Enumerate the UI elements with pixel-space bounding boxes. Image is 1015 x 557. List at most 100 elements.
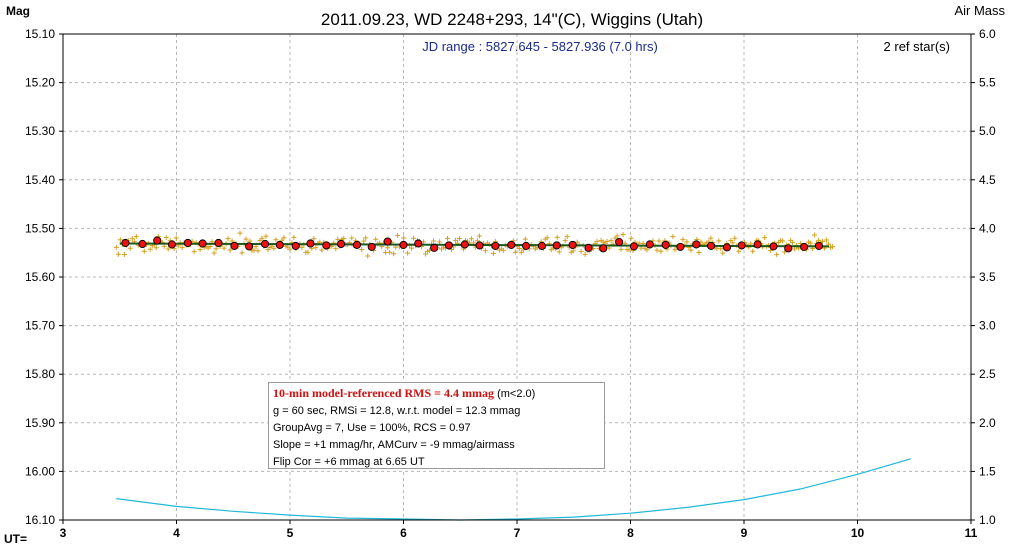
measurement-point	[626, 247, 632, 253]
measurement-point	[820, 238, 826, 244]
measurement-point	[211, 250, 217, 256]
measurement-point	[271, 245, 277, 251]
y2-tick-label: 4.0	[979, 221, 996, 235]
measurement-point	[153, 245, 159, 251]
ref-stars-annotation: 2 ref star(s)	[884, 39, 950, 54]
measurement-point	[281, 235, 287, 241]
chart-title: 2011.09.23, WD 2248+293, 14"(C), Wiggins…	[321, 10, 703, 29]
measurement-point	[500, 247, 506, 253]
group-average-point	[337, 239, 346, 249]
measurement-point	[363, 235, 369, 241]
measurement-point	[574, 239, 580, 245]
measurement-point	[319, 247, 325, 253]
measurement-point	[782, 249, 788, 255]
measurement-point	[790, 240, 796, 246]
measurement-point	[656, 238, 662, 244]
measurement-point	[808, 240, 814, 246]
group-average-point	[737, 241, 746, 250]
measurement-point	[147, 246, 153, 252]
measurement-point	[395, 232, 401, 238]
measurement-point	[365, 253, 371, 259]
stats-line-slope: Slope = +1 mmag/hr, AMCurv = -9 mmag/air…	[273, 439, 515, 451]
measurement-point	[750, 248, 756, 254]
measurement-point	[516, 246, 522, 252]
y2-tick-label: 2.0	[979, 416, 996, 430]
measurement-point	[578, 248, 584, 254]
y2-tick-label: 3.0	[979, 319, 996, 333]
measurement-point	[411, 235, 417, 241]
measurement-point	[237, 230, 243, 236]
group-average-point	[615, 237, 624, 247]
measurement-point	[113, 244, 119, 250]
y2-tick-label: 1.0	[979, 513, 996, 527]
measurement-point	[644, 247, 650, 253]
rms-highlight: 10-min model-referenced RMS = 4.4 mmag	[273, 386, 495, 400]
group-average-point	[167, 240, 177, 249]
measurement-point	[570, 248, 576, 254]
measurement-point	[373, 236, 379, 242]
group-average-point	[753, 240, 762, 249]
measurement-point	[620, 231, 626, 237]
group-average-point	[245, 242, 254, 251]
stats-line-groupavg: GroupAvg = 7, Use = 100%, RCS = 0.97	[273, 422, 471, 434]
measurement-point	[197, 247, 203, 253]
x-tick-label: 11	[965, 526, 978, 540]
group-average-point	[260, 239, 270, 249]
measurement-point	[594, 238, 600, 244]
measurement-point	[273, 237, 279, 243]
measurement-point	[349, 235, 355, 241]
y-tick-label: 15.70	[25, 319, 55, 333]
measurement-point	[191, 249, 197, 255]
measurement-point	[179, 245, 185, 251]
group-average-point	[399, 240, 408, 249]
group-average-point	[661, 240, 670, 249]
group-average-point	[183, 238, 192, 248]
measurement-point	[333, 246, 339, 252]
group-average-point	[676, 242, 685, 251]
group-average-point	[491, 241, 500, 250]
group-average-point	[507, 240, 516, 249]
measurement-point	[227, 247, 233, 253]
measurement-point	[221, 245, 227, 251]
measurement-point	[243, 236, 249, 242]
measurement-point	[263, 233, 269, 239]
measurement-point	[452, 237, 458, 243]
group-average-point	[707, 241, 716, 250]
y-tick-label: 15.60	[25, 270, 55, 284]
stats-line-exposure: g = 60 sec, RMSi = 12.8, w.r.t. model = …	[273, 405, 521, 417]
measurement-point	[213, 246, 219, 252]
group-average-point	[291, 241, 300, 250]
measurement-point	[305, 249, 311, 255]
measurement-point	[812, 232, 818, 238]
group-average-point	[153, 236, 162, 245]
measurement-point	[361, 238, 367, 244]
measurement-point	[696, 250, 702, 255]
y-tick-label: 16.10	[25, 513, 55, 527]
measurement-point	[736, 248, 742, 254]
measurement-point	[482, 248, 488, 254]
measurement-point	[173, 235, 179, 241]
x-axis-label: UT=	[4, 532, 27, 546]
measurement-point	[255, 248, 261, 254]
measurement-point	[614, 233, 620, 239]
y2-tick-label: 4.5	[979, 173, 996, 187]
group-average-point	[537, 241, 547, 250]
y-tick-label: 15.90	[25, 416, 55, 430]
x-tick-label: 9	[741, 526, 748, 540]
group-average-point	[629, 242, 638, 251]
measurement-point	[161, 243, 167, 249]
measurement-point	[720, 250, 726, 256]
group-average-point	[322, 241, 331, 250]
x-tick-label: 6	[400, 526, 407, 540]
y-tick-label: 15.20	[25, 76, 55, 90]
jd-range-annotation: JD range : 5827.645 - 5827.936 (7.0 hrs)	[422, 39, 658, 54]
group-average-point	[645, 240, 654, 249]
measurement-point	[409, 245, 415, 251]
group-average-point	[692, 240, 701, 249]
measurement-point	[490, 251, 496, 257]
measurement-point	[604, 239, 610, 245]
group-average-point	[584, 243, 593, 252]
measurement-point	[554, 234, 560, 240]
measurement-point	[311, 236, 317, 242]
